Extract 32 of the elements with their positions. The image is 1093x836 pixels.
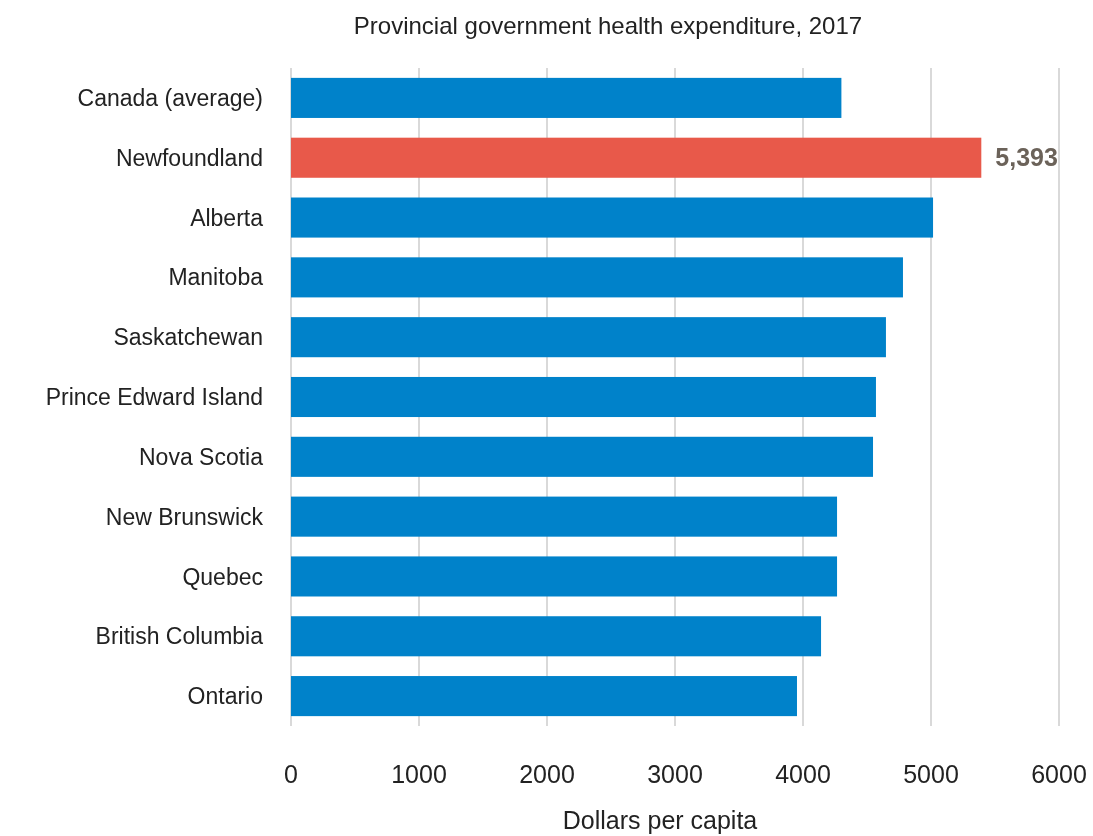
y-tick-label: New Brunswick [105,503,264,530]
bar [291,317,886,358]
y-tick-label: Canada (average) [77,84,263,111]
y-tick-label: Ontario [187,683,263,710]
bar [291,77,842,118]
bar [291,137,982,178]
data-label: 5,393 [995,143,1058,172]
x-tick-label: 4000 [775,760,831,788]
x-axis-title: Dollars per capita [562,806,758,834]
y-tick-label: Saskatchewan [113,324,263,351]
bar [291,197,934,238]
bar [291,436,874,477]
bar [291,676,797,717]
bar [291,556,838,597]
x-tick-label: 1000 [391,760,447,788]
x-tick-label: 3000 [647,760,703,788]
y-tick-label: Newfoundland [115,144,263,171]
x-tick-label: 0 [284,760,298,788]
x-tick-label: 5000 [903,760,959,788]
chart-title: Provincial government health expenditure, 2017 [353,12,863,39]
bar [291,376,876,418]
bar [291,496,838,537]
y-tick-label: Prince Edward Island [45,384,263,411]
y-tick-label: Quebec [182,563,263,590]
y-tick-label: Alberta [190,204,264,231]
y-tick-label: Manitoba [168,264,264,291]
y-tick-label: Nova Scotia [138,443,264,470]
bar [291,257,903,298]
y-tick-label: British Columbia [95,623,264,650]
bar [291,616,822,657]
x-tick-label: 6000 [1031,760,1087,788]
x-tick-label: 2000 [519,760,575,788]
